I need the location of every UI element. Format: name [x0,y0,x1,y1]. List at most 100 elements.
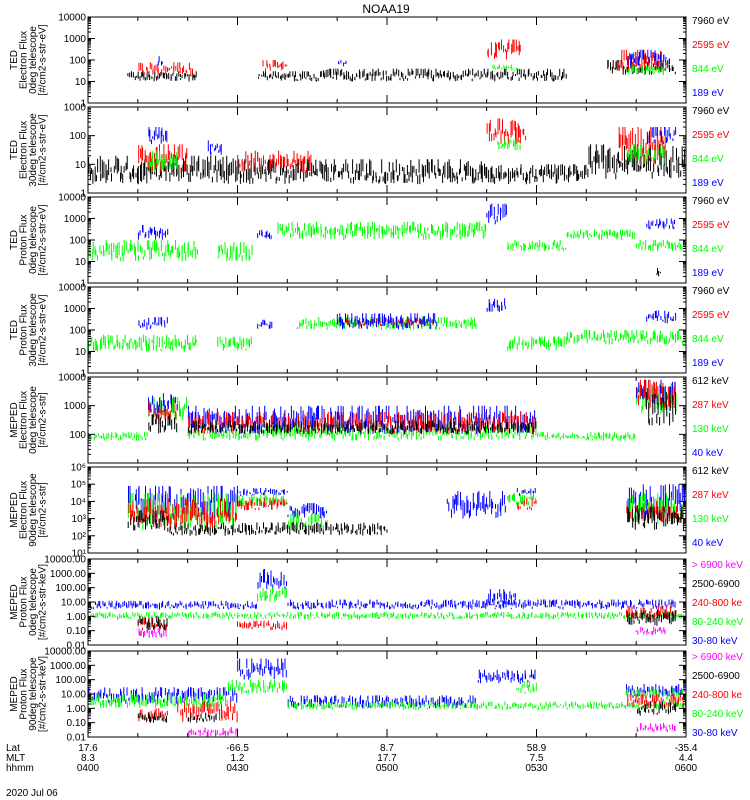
y-tick-label: 100 [69,326,86,337]
y-axis-label: TED [9,50,20,70]
y-tick-label: 1 [80,99,86,110]
y-axis-label: 30deg telescope [28,113,39,187]
legend-entry: 2595 eV [692,40,730,51]
y-tick-label: 100 [69,56,86,67]
y-tick-label: 10⁴ [71,497,86,508]
x-row-label: hhmm [6,763,34,774]
y-axis-label: MEPED [9,676,20,712]
y-tick-label: 1000 [64,401,87,412]
y-tick-label: 0.10 [67,626,87,637]
y-tick-label: 10⁵ [71,480,86,491]
x-tick-label: -35.4 [675,743,698,754]
y-axis-label: 0deg telescope [28,26,39,94]
y-axis-label: 90deg telescope [28,473,39,547]
y-axis-label: [#/cm2-s-str] [38,392,49,448]
legend-entry: > 6900 keV [692,652,743,663]
y-tick-label: 10³ [72,514,87,525]
legend-entry: 844 eV [692,334,724,345]
legend-entry: 189 eV [692,88,724,99]
panel-1-frame [87,16,687,104]
x-tick-label: -66.5 [226,743,249,754]
y-tick-label: 1000 [64,34,87,45]
x-tick-label: 1.2 [231,753,245,764]
legend-entry: > 6900 keV [692,560,743,571]
y-axis-label: [#/cm2-s-str-eV] [38,204,49,275]
panel-7-series-green [87,587,687,620]
legend-entry: 7960 eV [692,106,730,117]
y-tick-label: 1 [80,369,86,380]
x-tick-label: 0400 [77,763,100,774]
panel-7: 0.01 0.10 1.00 10.00 100.00 1000.00 10000.00 ME… [9,555,743,652]
legend-entry: 240-800 ke [692,690,742,701]
y-tick-label: 10¹ [72,549,87,560]
y-axis-label: Electron Flux [19,391,30,449]
panel-4-series-blue [138,298,677,330]
y-axis-label: [#/cm2-s-str] [38,482,49,538]
panel-2-series-blue [148,127,677,156]
legend-entry: 189 eV [692,358,724,369]
legend-entry: 2595 eV [692,310,730,321]
legend-entry: 612 keV [692,466,729,477]
panel-3-series-blue [137,203,675,240]
y-axis-label: MEPED [9,584,20,620]
y-axis-label: 30deg telescope [28,293,39,367]
y-axis-label: [#/cm2-s-str-keV] [38,656,49,732]
legend-entry: 80-240 keV [692,709,743,720]
panel-6-series-blue [128,484,686,519]
y-tick-label: 0.01 [67,733,87,744]
y-axis-label: 0deg telescope [28,568,39,636]
panel-7-series-black [137,609,676,631]
panel-6-series-red [128,498,687,531]
panel-3-frame [87,196,687,284]
x-tick-label: 8.3 [81,753,95,764]
y-tick-label: 100 [69,131,86,142]
legend-entry: 844 eV [692,154,724,165]
legend-entry: 130 keV [692,424,729,435]
y-tick-label: 10000 [58,373,86,384]
y-tick-label: 10⁶ [71,463,86,474]
chart-title: NOAA19 [362,2,410,16]
y-axis-label: Proton Flux [19,214,30,265]
y-tick-label: 1000.00 [50,661,87,672]
y-tick-label: 10.00 [61,690,86,701]
y-tick-label: 10 [75,160,87,171]
y-tick-label: 0.10 [67,718,87,729]
legend-entry: 612 keV [692,376,729,387]
legend-entry: 7960 eV [692,286,730,297]
x-tick-label: 58.9 [527,743,547,754]
panel-8: 0.01 0.10 1.00 10.00 100.00 1000.00 10000.00 ME… [9,647,743,744]
x-tick-label: 0600 [675,763,698,774]
panel-4-frame [87,286,687,374]
legend-entry: 2595 eV [692,220,730,231]
panel-1-series-blue [157,49,670,67]
y-tick-label: 100.00 [55,675,86,686]
panel-1-series-red [138,39,667,75]
panel-6-series-black [127,506,687,536]
legend-entry: 287 keV [692,490,729,501]
y-axis-label: Electron Flux [19,121,30,179]
legend-entry: 189 eV [692,268,724,279]
y-axis-label: Proton Flux [19,576,30,627]
y-tick-label: 10² [72,531,87,542]
y-axis-label: 0deg telescope [28,206,39,274]
y-tick-label: 1000.00 [50,569,87,580]
y-axis-label: MEPED [9,492,20,528]
y-axis-label: TED [9,140,20,160]
y-axis-label: TED [9,230,20,250]
panel-3-series-black [656,268,661,277]
panel-8-series-black [137,701,677,723]
x-tick-label: 17.6 [78,743,98,754]
y-axis-label: 0deg telescope [28,386,39,454]
y-tick-label: 10000.00 [44,647,86,658]
legend-entry: 240-800 ke [692,598,742,609]
y-tick-label: 10.00 [61,598,86,609]
legend-entry: 80-240 keV [692,617,743,628]
legend-entry: 7960 eV [692,16,730,27]
legend-entry: 189 eV [692,178,724,189]
y-axis-label: Proton Flux [19,304,30,355]
